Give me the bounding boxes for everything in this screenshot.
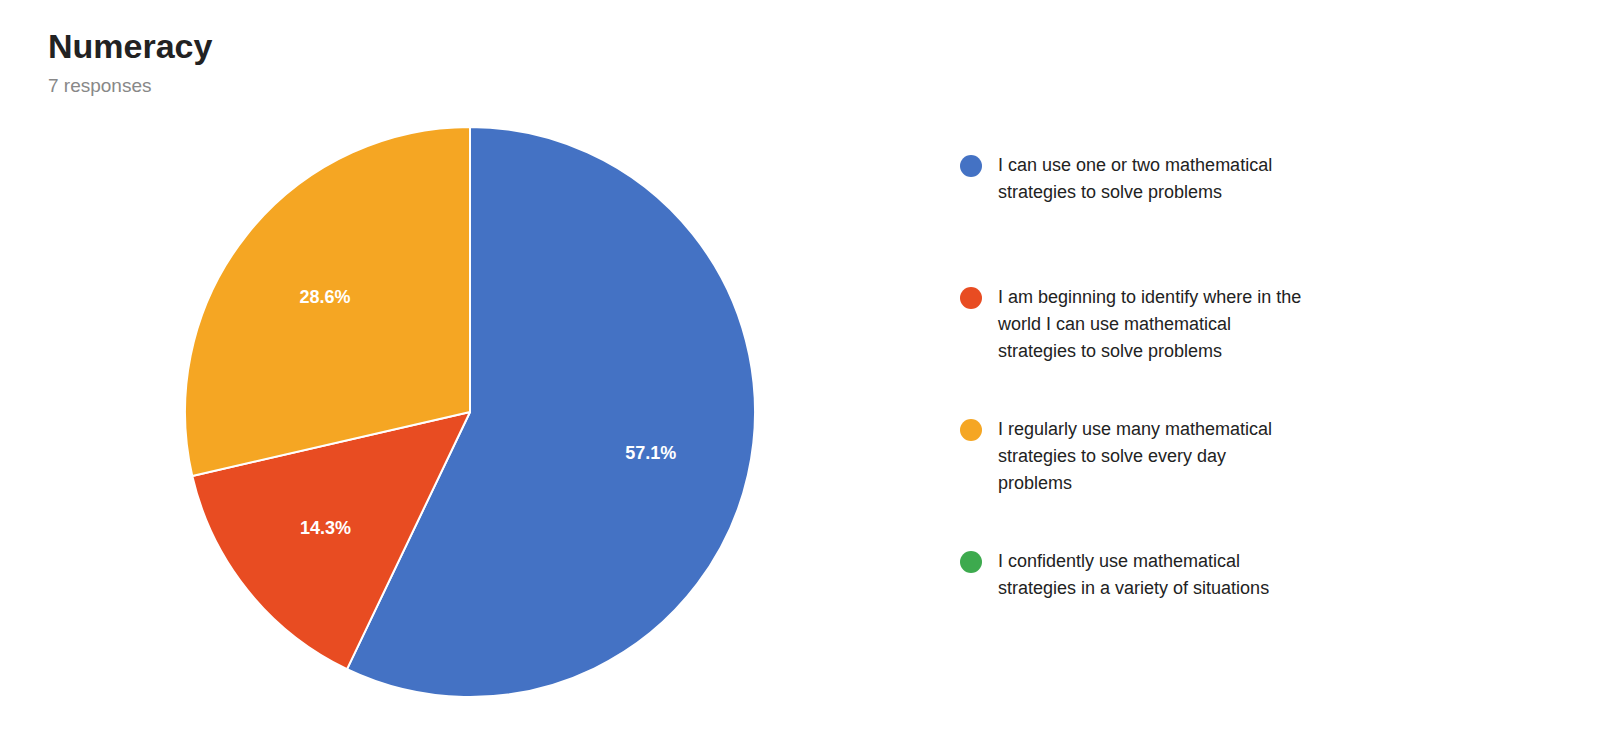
legend-marker xyxy=(960,419,982,441)
legend-label: I can use one or two mathematicalstrateg… xyxy=(998,155,1272,202)
legend-marker xyxy=(960,155,982,177)
data-label: 28.6% xyxy=(300,287,351,307)
legend-marker xyxy=(960,287,982,309)
legend-label: I confidently use mathematicalstrategies… xyxy=(998,551,1269,598)
pie-slice xyxy=(185,127,470,476)
chart: Numeracy 7 responses 57.1% 14.3% 28.6% I can … xyxy=(0,0,1600,738)
legend: I can use one or two mathematicalstrateg… xyxy=(960,155,1301,598)
legend-label: I regularly use many mathematicalstrateg… xyxy=(998,419,1272,493)
chart-container: Numeracy 7 responses 57.1% 14.3% 28.6% I can … xyxy=(0,0,1600,738)
pie-labels: 57.1% 14.3% 28.6% xyxy=(300,287,677,538)
subtitle: 7 responses xyxy=(48,75,152,96)
data-label: 14.3% xyxy=(300,518,351,538)
legend-marker xyxy=(960,551,982,573)
background xyxy=(0,0,1600,738)
legend-label: I am beginning to identify where in thew… xyxy=(997,287,1301,361)
data-label: 57.1% xyxy=(625,443,676,463)
pie xyxy=(185,127,755,697)
title: Numeracy xyxy=(48,27,213,65)
